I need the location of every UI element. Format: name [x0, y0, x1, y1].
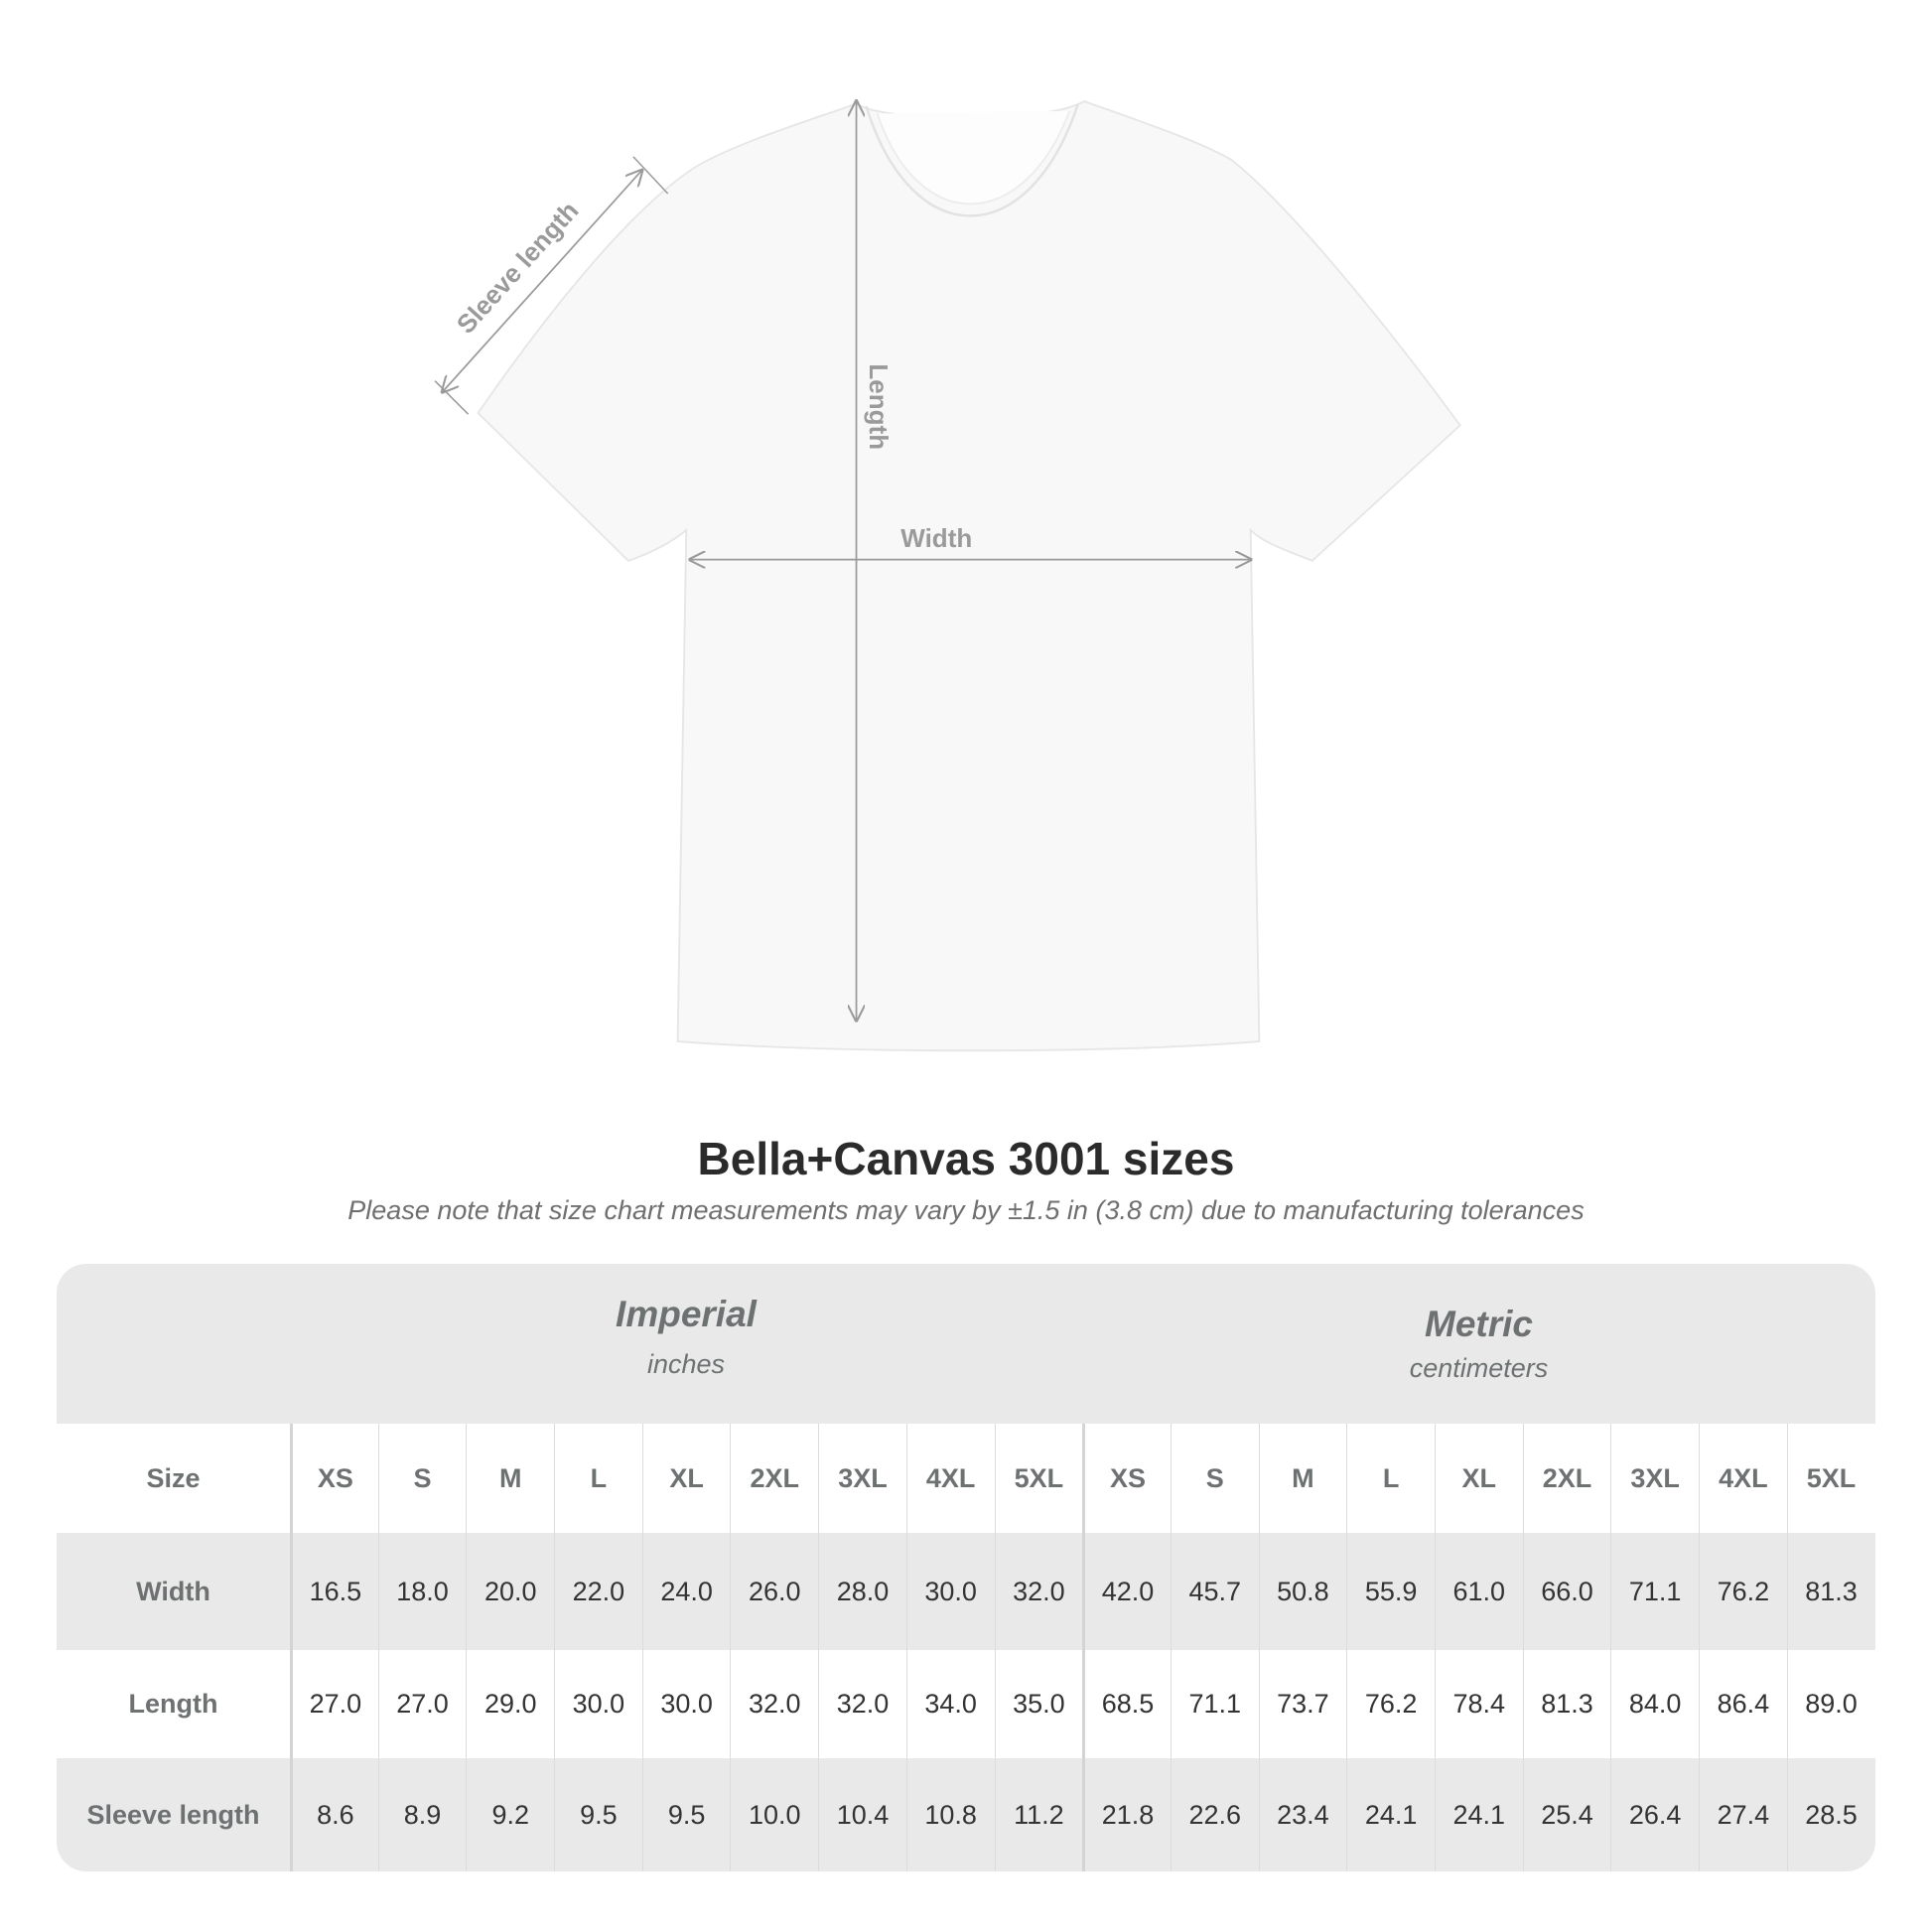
- table-cell: 84.0: [1610, 1650, 1699, 1758]
- table-row: Length 27.0 27.0 29.0 30.0 30.0 32.0 32.0 34.0 35…: [57, 1650, 1875, 1758]
- table-cell: 30.0: [905, 1533, 995, 1650]
- table-cell: 8.9: [377, 1758, 467, 1871]
- size-header: M: [1258, 1424, 1347, 1533]
- size-header: 4XL: [1699, 1424, 1787, 1533]
- table-cell: 68.5: [1082, 1650, 1171, 1758]
- table-cell: 26.0: [730, 1533, 818, 1650]
- size-header: 5XL: [994, 1424, 1083, 1533]
- size-header: S: [377, 1424, 467, 1533]
- table-cell: 30.0: [554, 1650, 642, 1758]
- table-cell: 11.2: [994, 1758, 1083, 1871]
- table-cell: 22.0: [554, 1533, 642, 1650]
- group-unit: centimeters: [1409, 1353, 1549, 1383]
- table-cell: 23.4: [1258, 1758, 1347, 1871]
- table-cell: 9.2: [466, 1758, 554, 1871]
- size-header: 4XL: [905, 1424, 995, 1533]
- table-row-sizes: Size XS S M L XL 2XL 3XL 4XL 5XL XS S M L XL 2XL 3XL 4XL…: [57, 1424, 1875, 1533]
- width-label: Width: [900, 523, 972, 553]
- tshirt-image: [477, 99, 1461, 1052]
- row-label: Width: [136, 1576, 210, 1606]
- table-cell: 32.0: [818, 1650, 906, 1758]
- size-header: 2XL: [1522, 1424, 1611, 1533]
- table-cell: 16.5: [290, 1533, 378, 1650]
- size-table: Imperial inches Metric centimeters Size …: [57, 1264, 1875, 1871]
- size-header: XS: [290, 1424, 378, 1533]
- group-title: Imperial: [616, 1294, 757, 1334]
- table-cell: 10.4: [818, 1758, 906, 1871]
- table-cell: 81.3: [1786, 1533, 1875, 1650]
- size-header: 5XL: [1786, 1424, 1875, 1533]
- table-cell: 27.0: [290, 1650, 378, 1758]
- table-cell: 71.1: [1170, 1650, 1259, 1758]
- page-title: Bella+Canvas 3001 sizes: [697, 1133, 1235, 1184]
- table-row: Width 16.5 18.0 20.0 22.0 24.0 26.0 28.0 30.0 32.…: [57, 1533, 1875, 1650]
- table-cell: 30.0: [641, 1650, 731, 1758]
- table-cell: 26.4: [1610, 1758, 1699, 1871]
- table-cell: 34.0: [905, 1650, 995, 1758]
- table-cell: 71.1: [1610, 1533, 1699, 1650]
- tolerance-note: Please note that size chart measurements…: [347, 1195, 1585, 1225]
- row-label: Size: [146, 1462, 201, 1493]
- table-cell: 55.9: [1346, 1533, 1435, 1650]
- table-cell: 78.4: [1434, 1650, 1523, 1758]
- table-cell: 66.0: [1522, 1533, 1611, 1650]
- size-header: S: [1170, 1424, 1259, 1533]
- row-label: Length: [128, 1689, 218, 1719]
- table-cell: 27.4: [1699, 1758, 1787, 1871]
- table-cell: 61.0: [1434, 1533, 1523, 1650]
- table-cell: 27.0: [377, 1650, 467, 1758]
- table-cell: 42.0: [1082, 1533, 1171, 1650]
- table-cell: 25.4: [1522, 1758, 1611, 1871]
- size-header: XL: [641, 1424, 731, 1533]
- group-unit: inches: [646, 1349, 726, 1379]
- table-cell: 21.8: [1082, 1758, 1171, 1871]
- table-cell: 18.0: [377, 1533, 467, 1650]
- table-cell: 24.1: [1346, 1758, 1435, 1871]
- table-cell: 73.7: [1258, 1650, 1347, 1758]
- table-cell: 89.0: [1786, 1650, 1875, 1758]
- table-cell: 24.0: [641, 1533, 731, 1650]
- size-header: 3XL: [818, 1424, 906, 1533]
- table-cell: 22.6: [1170, 1758, 1259, 1871]
- table-cell: 76.2: [1346, 1650, 1435, 1758]
- table-cell: 24.1: [1434, 1758, 1523, 1871]
- table-cell: 50.8: [1258, 1533, 1347, 1650]
- table-cell: 32.0: [994, 1533, 1083, 1650]
- size-header: L: [554, 1424, 642, 1533]
- table-cell: 8.6: [290, 1758, 378, 1871]
- size-header: 2XL: [730, 1424, 818, 1533]
- table-cell: 10.0: [730, 1758, 818, 1871]
- size-header: M: [466, 1424, 554, 1533]
- table-cell: 28.5: [1786, 1758, 1875, 1871]
- sleeve-arrow: [443, 170, 642, 391]
- table-cell: 10.8: [905, 1758, 995, 1871]
- tshirt-diagram: Sleeve length Length Width: [434, 0, 1461, 1052]
- size-header: L: [1346, 1424, 1435, 1533]
- table-cell: 81.3: [1522, 1650, 1611, 1758]
- table-cell: 9.5: [554, 1758, 642, 1871]
- table-cell: 20.0: [466, 1533, 554, 1650]
- metric-group: Metric centimeters: [1082, 1304, 1875, 1384]
- table-cell: 35.0: [994, 1650, 1083, 1758]
- table-cell: 45.7: [1170, 1533, 1259, 1650]
- table-cell: 32.0: [730, 1650, 818, 1758]
- table-header-band: Imperial inches Metric centimeters: [57, 1264, 1875, 1424]
- table-cell: 28.0: [818, 1533, 906, 1650]
- row-label: Sleeve length: [86, 1799, 260, 1830]
- length-label: Length: [864, 363, 894, 450]
- table-cell: 76.2: [1699, 1533, 1787, 1650]
- table-cell: 86.4: [1699, 1650, 1787, 1758]
- table-row: Sleeve length 8.6 8.9 9.2 9.5 9.5 10.0 10.4 10.8…: [57, 1758, 1875, 1871]
- group-title: Metric: [1425, 1304, 1533, 1344]
- size-header: XL: [1434, 1424, 1523, 1533]
- imperial-group: Imperial inches: [290, 1294, 1082, 1380]
- table-cell: 9.5: [641, 1758, 731, 1871]
- table-cell: 29.0: [466, 1650, 554, 1758]
- size-header: XS: [1082, 1424, 1171, 1533]
- size-header: 3XL: [1610, 1424, 1699, 1533]
